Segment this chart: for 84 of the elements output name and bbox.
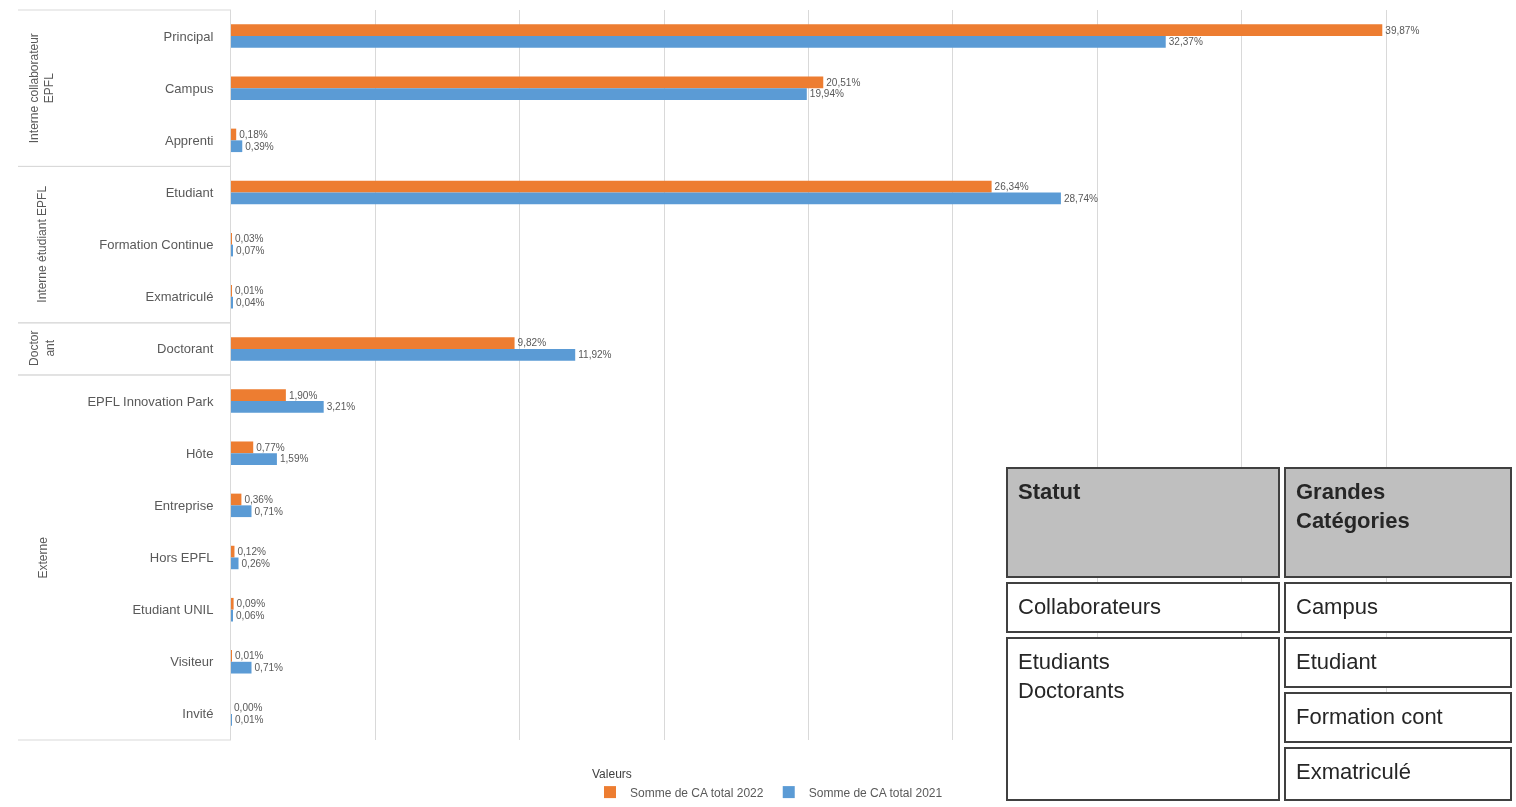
legend-label: Somme de CA total 2022 (630, 785, 764, 800)
data-label: 0,01% (235, 285, 264, 297)
legend-label: Somme de CA total 2021 (808, 785, 943, 800)
bar (231, 180, 992, 193)
data-label: 0,03% (235, 233, 264, 245)
bar (231, 389, 286, 402)
data-label: 0,04% (236, 297, 265, 309)
data-label: 39,87% (1385, 24, 1420, 36)
data-label: 0,01% (235, 714, 264, 726)
y-tick-label: Visiteur (170, 654, 215, 670)
bar (231, 505, 252, 518)
bar (231, 401, 324, 413)
bar (231, 453, 277, 465)
annotation: Statut (1018, 479, 1081, 504)
y-tick-label: Hôte (185, 445, 214, 461)
data-label: 20,51% (826, 76, 861, 88)
data-label: 0,36% (244, 493, 273, 505)
bar (231, 661, 252, 674)
y-tick-label: Exmatriculé (145, 289, 214, 305)
bar (231, 493, 242, 506)
bar (231, 128, 237, 141)
picture-table: Formation cont (1284, 692, 1512, 743)
picture-table: Collaborateurs (1006, 582, 1280, 633)
bar (231, 337, 515, 349)
y-tick-label: Formation Continue (99, 237, 214, 253)
y-tick-label: EPFL Innovation Park (87, 393, 214, 409)
data-label: 19,94% (809, 88, 844, 100)
y-tick-label: Entreprise (154, 497, 214, 513)
y-tick-label: Campus (164, 80, 214, 96)
annotation: Formation cont (1296, 704, 1443, 729)
data-label: 9,82% (517, 337, 547, 349)
y-tick-label: Hors EPFL (149, 550, 214, 566)
annotation: Grandes Catégories (1296, 479, 1410, 533)
bar (231, 88, 807, 100)
annotation: Campus (1296, 594, 1378, 619)
data-label: 28,74% (1063, 192, 1099, 204)
picture-table: Campus (1284, 582, 1512, 633)
y-tick-label: Doctorant (157, 341, 214, 357)
y-tick-label: Principal (163, 28, 214, 44)
bar (231, 36, 1166, 48)
picture-table: Exmatriculé (1284, 747, 1512, 801)
data-label: 0,18% (239, 128, 268, 140)
legend-title: Valeurs (592, 766, 632, 781)
bar (231, 597, 234, 610)
data-label: 0,12% (237, 545, 267, 557)
bar (231, 244, 234, 257)
data-label: 0,39% (245, 140, 274, 152)
data-label: 0,09% (236, 598, 266, 610)
y-tick-label: Invité (182, 706, 214, 722)
picture-table: Etudiants Doctorants (1006, 637, 1280, 801)
bar (231, 24, 1383, 37)
bar (231, 76, 824, 89)
data-label: 0,77% (256, 441, 285, 453)
annotation: Etudiants Doctorants (1018, 649, 1125, 703)
text: Doctor ant (27, 330, 57, 366)
data-label: 0,26% (241, 557, 271, 569)
data-label: 0,06% (236, 609, 265, 621)
picture-table: Grandes Catégories (1284, 467, 1512, 578)
data-label: 1,90% (288, 389, 318, 401)
text: Interne collaborateur EPFL (26, 33, 57, 144)
picture-table: Etudiant (1284, 637, 1512, 688)
y-tick-label: Apprenti (164, 132, 214, 148)
text: Externe (35, 536, 50, 579)
data-label: 0,01% (235, 650, 264, 662)
data-label: 0,00% (234, 702, 263, 714)
data-label: 0,71% (254, 505, 284, 517)
data-label: 0,07% (236, 244, 265, 256)
bar (231, 441, 254, 454)
data-label: 3,21% (326, 401, 356, 413)
bar (231, 348, 576, 361)
y-tick-label: Etudiant (165, 185, 214, 201)
bar (231, 140, 243, 153)
data-label: 26,34% (994, 180, 1029, 192)
data-label: 1,59% (279, 453, 309, 465)
data-label: 0,71% (254, 662, 284, 674)
annotation: Etudiant (1296, 649, 1377, 674)
data-label: 32,37% (1168, 36, 1203, 48)
text: Interne étudiant EPFL (35, 185, 50, 303)
annotation: Collaborateurs (1018, 594, 1162, 619)
y-tick-label: Etudiant UNIL (132, 602, 214, 618)
picture-table: Statut (1006, 467, 1280, 578)
data-label: 11,92% (578, 349, 612, 361)
bar (231, 557, 239, 570)
bar (231, 192, 1061, 205)
